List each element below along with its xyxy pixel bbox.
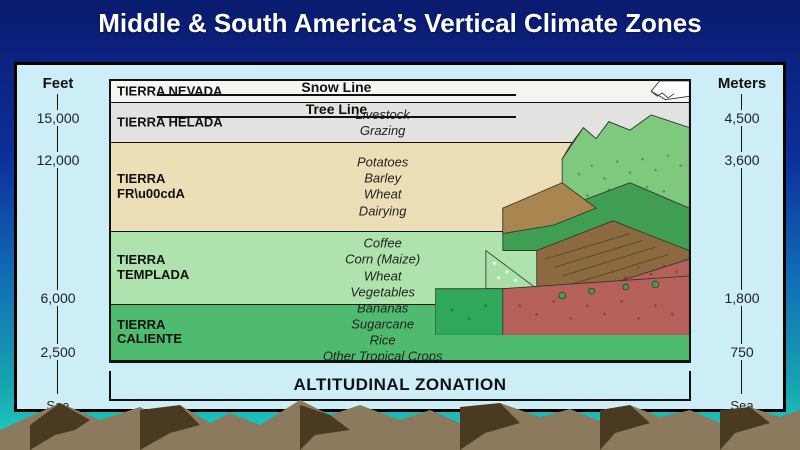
- meters-tick-2: 1,800: [722, 290, 761, 306]
- mountain-illustration: [435, 81, 689, 335]
- page-title: Middle & South America’s Vertical Climat…: [0, 8, 800, 39]
- feet-axis-label: Feet: [19, 75, 97, 92]
- zone-crops-tierra-fria: Potatoes Barley Wheat Dairying: [357, 154, 408, 219]
- meters-axis: Meters 4,500 3,600 1,800 750 SeaLevel: [703, 75, 781, 399]
- zone-label-tierra-templada: TIERRA TEMPLADA: [117, 253, 189, 283]
- zone-crops-tierra-templada: Coffee Corn (Maize) Wheat Vegetables: [345, 236, 420, 301]
- zone-crops-tierra-caliente: Bananas Sugarcane Rice Other Tropical Crops: [323, 300, 443, 363]
- decorative-bottom-mountains: [0, 395, 800, 450]
- meters-axis-label: Meters: [703, 75, 781, 92]
- zone-label-tierra-fria: TIERRA FR\u00cdA: [117, 172, 185, 202]
- feet-tick-1: 12,000: [35, 152, 82, 168]
- feet-axis: Feet 15,000 12,000 6,000 2,500 SeaLevel: [19, 75, 97, 399]
- feet-tick-3: 2,500: [38, 344, 77, 360]
- zone-label-tierra-caliente: TIERRA CALIENTE: [117, 318, 182, 348]
- chart-panel: Feet 15,000 12,000 6,000 2,500 SeaLevel …: [14, 62, 786, 412]
- meters-tick-1: 3,600: [722, 152, 761, 168]
- meters-tick-3: 750: [728, 344, 755, 360]
- feet-tick-0: 15,000: [35, 110, 82, 126]
- meters-tick-0: 4,500: [722, 110, 761, 126]
- climate-zone-diagram: TIERRA CALIENTE Bananas Sugarcane Rice Other…: [109, 79, 691, 363]
- feet-tick-2: 6,000: [38, 290, 77, 306]
